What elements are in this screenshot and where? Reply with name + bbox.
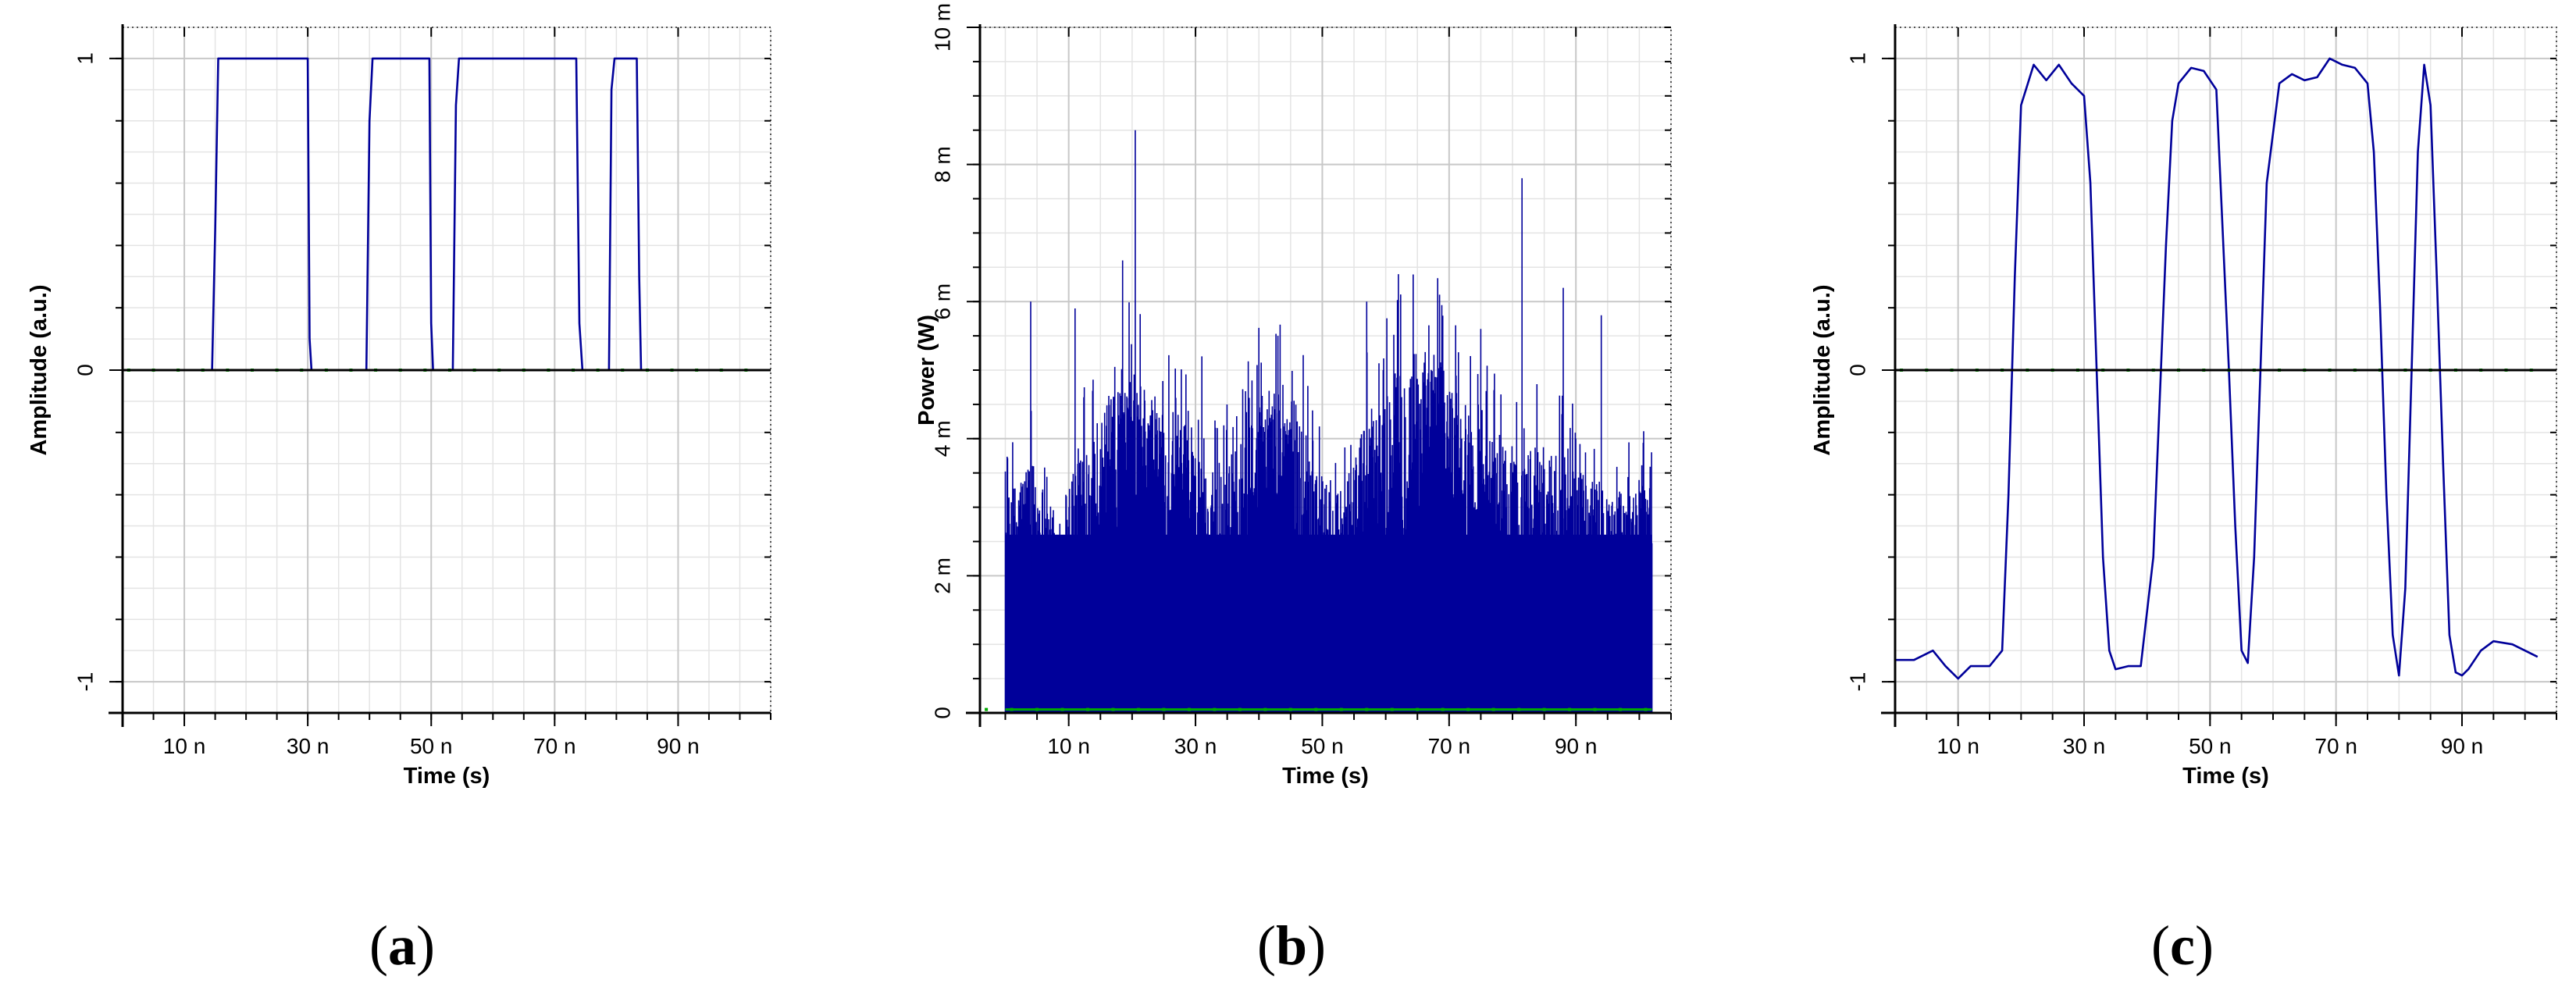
reference-marker (1213, 707, 1217, 711)
chart-panel-b: 10 n 30 n 50 n 70 n 90 n 0 2 m 4 m 6 m 8 m 10 m Tim… (914, 3, 1672, 977)
y-axis-title: Power (W) (914, 315, 939, 426)
panel-label-close: ) (1307, 914, 1326, 977)
power-trace (1004, 130, 1653, 713)
x-axis-title: Time (s) (2182, 764, 2269, 789)
axes (109, 24, 771, 727)
x-axis-title: Time (s) (404, 764, 490, 789)
reference-marker (1111, 707, 1115, 711)
reference-marker (1187, 707, 1191, 711)
reference-marker (1263, 707, 1267, 711)
y-tick-label: 0 (931, 707, 955, 719)
axes (1881, 24, 2556, 727)
y-ticks (109, 57, 123, 683)
x-tick-label: 70 n (2314, 734, 2357, 758)
reference-marker (1390, 707, 1394, 711)
panel-label-open: ( (1257, 914, 1276, 977)
x-tick-label: 30 n (1174, 734, 1217, 758)
reference-marker (1593, 707, 1597, 711)
reference-marker (1288, 707, 1292, 711)
reference-marker (1491, 707, 1495, 711)
top-right-ticks (183, 27, 771, 683)
top-right-ticks (1067, 27, 1671, 714)
panel-label-open: ( (369, 914, 388, 977)
reference-marker (1365, 707, 1369, 711)
y-axis-title: Amplitude (a.u.) (1810, 284, 1835, 455)
x-ticks (1894, 713, 2557, 726)
y-tick-label: 1 (73, 52, 98, 65)
panel-label: (c) (2151, 914, 2214, 977)
reference-marker (1466, 707, 1470, 711)
reference-marker (1619, 707, 1623, 711)
y-tick-label: 4 m (931, 420, 955, 457)
panel-label-letter: a (388, 914, 416, 977)
top-right-ticks (1957, 27, 2556, 683)
x-tick-label: 10 n (1047, 734, 1090, 758)
reference-marker (1136, 707, 1140, 711)
reference-marker (1517, 707, 1521, 711)
x-tick-label: 50 n (410, 734, 453, 758)
x-tick-label: 90 n (1555, 734, 1598, 758)
y-tick-label: 0 (73, 364, 98, 376)
y-tick-label: 2 m (931, 558, 955, 594)
y-ticks (967, 27, 980, 714)
reference-marker (1568, 707, 1572, 711)
reference-marker (1542, 707, 1546, 711)
y-tick-label: -1 (73, 672, 98, 692)
panel-label-close: ) (2195, 914, 2214, 977)
x-tick-label: 70 n (1428, 734, 1471, 758)
signal-line (1895, 57, 2539, 680)
x-ticks (1004, 713, 1672, 726)
reference-marker (985, 707, 989, 711)
y-tick-label: 8 m (931, 146, 955, 183)
x-tick-label: 50 n (2189, 734, 2232, 758)
x-tick-label: 90 n (657, 734, 700, 758)
x-tick-label: 90 n (2441, 734, 2484, 758)
reference-marker (1035, 707, 1039, 711)
reference-marker (1238, 707, 1242, 711)
reference-marker (1162, 707, 1166, 711)
x-tick-label: 50 n (1301, 734, 1344, 758)
reference-markers (985, 707, 1648, 711)
chart-panel-a: 10 n 30 n 50 n 70 n 90 n -1 0 1 Time (s) Amplitud… (27, 24, 771, 977)
panel-label-close: ) (416, 914, 435, 977)
y-tick-label: -1 (1846, 672, 1870, 692)
panel-label-letter: b (1276, 914, 1307, 977)
x-axis-title: Time (s) (1282, 764, 1369, 789)
reference-marker (1441, 707, 1445, 711)
reference-marker (1086, 707, 1090, 711)
reference-marker (1416, 707, 1420, 711)
chart-panel-c: 10 n 30 n 50 n 70 n 90 n -1 0 1 Time (s) Amplitud… (1810, 24, 2557, 977)
y-tick-label: 10 m (931, 3, 955, 52)
reference-marker (1339, 707, 1343, 711)
panel-label-letter: c (2170, 914, 2195, 977)
x-ticks (122, 713, 771, 726)
y-tick-label: 6 m (931, 283, 955, 320)
x-tick-label: 10 n (1936, 734, 1979, 758)
x-tick-label: 30 n (2063, 734, 2106, 758)
y-ticks (1882, 57, 1895, 683)
panel-label-open: ( (2151, 914, 2170, 977)
panel-label: (b) (1257, 914, 1326, 977)
reference-marker (1644, 707, 1648, 711)
y-tick-label: 1 (1846, 52, 1870, 65)
reference-marker (1010, 707, 1014, 711)
reference-marker (1060, 707, 1064, 711)
y-tick-label: 0 (1846, 364, 1870, 376)
x-tick-label: 10 n (163, 734, 206, 758)
panel-label: (a) (369, 914, 435, 977)
x-tick-label: 70 n (533, 734, 576, 758)
x-tick-label: 30 n (287, 734, 330, 758)
y-axis-title: Amplitude (a.u.) (27, 284, 52, 455)
reference-marker (1314, 707, 1318, 711)
